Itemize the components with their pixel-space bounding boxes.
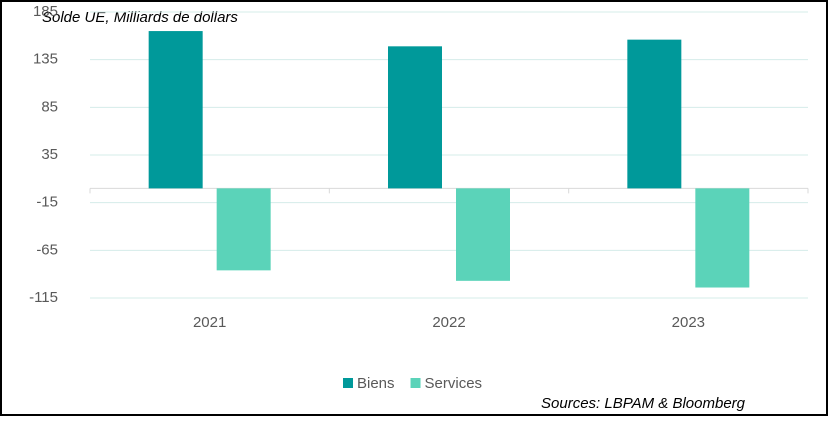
y-tick-label: -15 (36, 194, 58, 211)
y-tick-label: 85 (41, 98, 58, 115)
bar (216, 188, 271, 271)
source: Sources: LBPAM & Bloomberg (541, 395, 746, 412)
bar (627, 39, 682, 189)
y-tick-label: -65 (36, 241, 58, 258)
y-tick-label: 135 (33, 51, 58, 68)
bar (148, 31, 203, 189)
chart-title: Solde UE, Milliards de dollars (42, 9, 238, 26)
bar (388, 46, 442, 189)
y-tick-label: 35 (41, 146, 58, 163)
legend-label: Biens (357, 375, 395, 392)
legend-swatch (343, 378, 353, 388)
legend-swatch (410, 378, 421, 388)
legend-label: Services (425, 375, 483, 392)
x-tick-label: 2021 (193, 314, 226, 331)
bar (456, 188, 510, 281)
bar (695, 188, 750, 288)
x-tick-label: 2022 (432, 314, 465, 331)
x-tick-label: 2023 (672, 314, 705, 331)
y-tick-label: -115 (29, 289, 58, 306)
y-tick-label: 185 (33, 3, 58, 20)
